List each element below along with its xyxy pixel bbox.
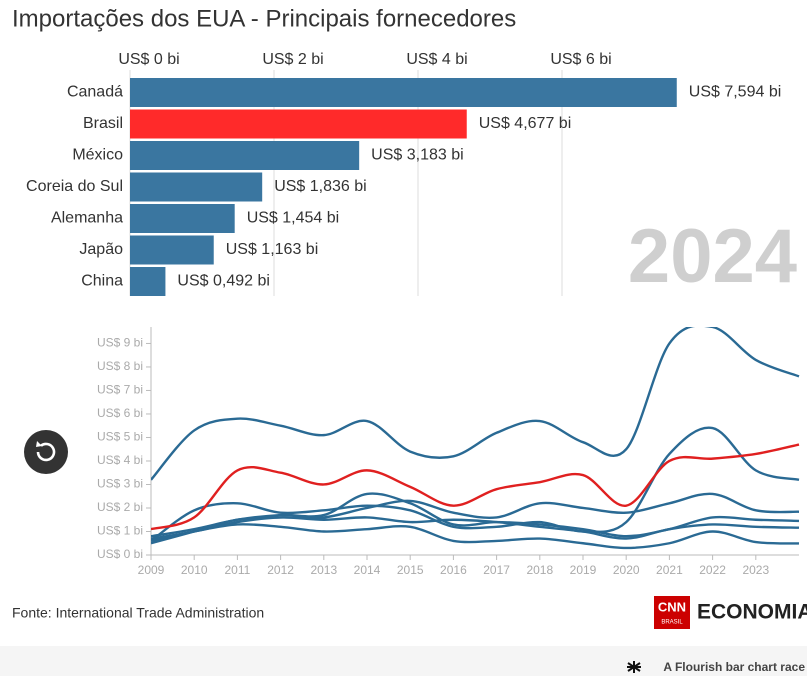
plot-area <box>151 327 800 550</box>
x-tick-label: US$ 6 bi <box>550 51 611 68</box>
value-label: US$ 1,454 bi <box>247 210 340 227</box>
bar <box>130 141 360 170</box>
x-tick-label: US$ 2 bi <box>262 51 323 68</box>
y-tick-label: US$ 5 bi <box>97 430 143 444</box>
y-tick-label: US$ 9 bi <box>97 336 143 350</box>
category-label: Coreia do Sul <box>26 178 123 195</box>
y-tick-label: US$ 1 bi <box>97 524 143 538</box>
category-label: China <box>81 273 123 290</box>
y-tick-label: US$ 2 bi <box>97 500 143 514</box>
chart-title: Importações dos EUA - Principais fornece… <box>12 5 516 32</box>
category-label: México <box>72 147 123 164</box>
footer-text: A Flourish bar chart race <box>663 660 805 674</box>
footer-band <box>0 646 807 676</box>
flourish-icon <box>627 661 641 673</box>
series-line <box>151 443 800 531</box>
x-tick-label: 2010 <box>181 563 208 577</box>
x-tick-label: 2021 <box>656 563 683 577</box>
bar <box>130 109 467 139</box>
series-line <box>151 327 800 481</box>
line-chart: US$ 0 bi US$ 1 bi US$ 2 bi US$ 3 bi US$ 4 bi… <box>97 327 800 577</box>
y-tick-label: US$ 6 bi <box>97 406 143 420</box>
y-tick-label: US$ 7 bi <box>97 383 143 397</box>
value-label: US$ 1,163 bi <box>226 241 319 258</box>
bar <box>130 204 235 233</box>
source: Fonte: International Trade Administratio… <box>12 605 264 621</box>
x-tick-label: 2023 <box>742 563 769 577</box>
category-label: Canadá <box>67 84 123 101</box>
value-label: US$ 4,677 bi <box>479 115 572 132</box>
bar <box>130 78 677 107</box>
y-tick-label: US$ 4 bi <box>97 453 143 467</box>
year-annotation: 2024 <box>628 214 797 299</box>
series-line <box>151 523 800 550</box>
series-line <box>151 516 800 540</box>
y-tick-label: US$ 3 bi <box>97 477 143 491</box>
y-tick-label: US$ 8 bi <box>97 359 143 373</box>
value-label: US$ 1,836 bi <box>274 178 367 195</box>
replay-button[interactable] <box>24 430 68 474</box>
x-tick-label: US$ 4 bi <box>406 51 467 68</box>
x-tick-label: US$ 0 bi <box>118 51 179 68</box>
category-label: Japão <box>79 241 123 258</box>
x-tick-label: 2009 <box>138 563 165 577</box>
x-tick-label: 2019 <box>570 563 597 577</box>
logo-box <box>654 596 690 629</box>
replay-arrow <box>36 441 42 447</box>
category-label: Brasil <box>83 115 123 132</box>
series-line <box>151 492 800 538</box>
logo-sub: BRASIL <box>661 620 683 626</box>
x-tick-label: 2017 <box>483 563 510 577</box>
x-tick-label: 2016 <box>440 563 467 577</box>
bar <box>130 235 214 265</box>
logo-section: ECONOMIA <box>697 601 807 624</box>
x-tick-label: 2012 <box>267 563 294 577</box>
x-tick-label: 2022 <box>699 563 726 577</box>
bar <box>130 267 166 296</box>
value-label: US$ 0,492 bi <box>177 273 270 290</box>
x-tick-label: 2011 <box>224 563 250 577</box>
x-tick-label: 2018 <box>526 563 553 577</box>
x-tick-label: 2015 <box>397 563 424 577</box>
value-label: US$ 7,594 bi <box>689 84 782 101</box>
value-label: US$ 3,183 bi <box>371 147 464 164</box>
replay-icon <box>36 442 56 462</box>
category-label: Alemanha <box>51 210 123 227</box>
x-tick-label: 2020 <box>613 563 640 577</box>
x-tick-label: 2013 <box>310 563 337 577</box>
logo-brand: CNN <box>658 599 686 614</box>
x-tick-label: 2014 <box>354 563 381 577</box>
y-tick-label: US$ 0 bi <box>97 547 143 561</box>
bar <box>130 172 263 202</box>
bar-chart: US$ 0 bi US$ 2 bi US$ 4 bi US$ 6 bi Canadá US… <box>26 51 781 296</box>
series-line <box>151 426 800 542</box>
